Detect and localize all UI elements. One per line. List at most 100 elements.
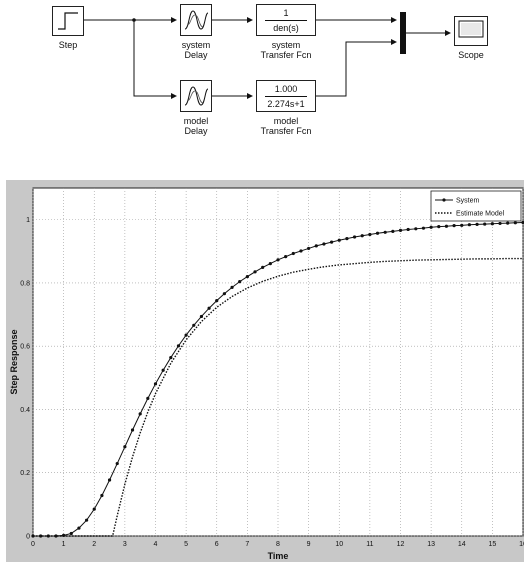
- system-marker: [69, 531, 73, 536]
- system-marker: [329, 240, 334, 244]
- simulink-block-diagram: Step system Delay 1 den(s) system Transf…: [0, 0, 528, 150]
- system-marker: [444, 224, 449, 228]
- legend-label: Estimate Model: [456, 211, 505, 218]
- x-tick-label: 12: [397, 541, 405, 548]
- system-marker: [192, 323, 196, 327]
- system-marker: [467, 223, 472, 227]
- system-marker: [398, 228, 403, 232]
- system-marker: [406, 227, 410, 232]
- system-marker: [421, 226, 426, 230]
- y-axis-label: Step Response: [9, 329, 19, 394]
- system-marker: [92, 507, 96, 511]
- system-marker: [230, 285, 234, 289]
- system-marker: [207, 306, 211, 310]
- system-delay-label: system Delay: [168, 40, 224, 60]
- model-tf-numerator: 1.000: [274, 84, 298, 94]
- system-marker: [375, 231, 380, 235]
- system-marker: [475, 222, 479, 226]
- system-marker: [215, 299, 219, 303]
- x-tick-label: 14: [458, 541, 466, 548]
- model-tf-label: model Transfer Fcn: [250, 116, 322, 136]
- model-tf-label-line2: Transfer Fcn: [260, 126, 312, 136]
- system-tf-fraction-bar: [265, 20, 307, 21]
- system-marker: [414, 227, 418, 231]
- x-tick-label: 3: [123, 541, 127, 548]
- y-tick-label: 0.6: [20, 344, 30, 351]
- scope-icon: [458, 20, 484, 38]
- system-marker: [268, 262, 272, 266]
- x-tick-label: 15: [488, 541, 496, 548]
- system-marker: [506, 221, 510, 225]
- system-marker: [284, 255, 288, 259]
- estimate-model-line: [33, 257, 523, 537]
- system-marker: [307, 246, 311, 251]
- x-tick-label: 16: [519, 541, 524, 548]
- x-tick-label: 1: [62, 541, 66, 548]
- x-tick-label: 10: [335, 541, 343, 548]
- model-delay-block[interactable]: [180, 80, 212, 112]
- system-tf-label-line2: Transfer Fcn: [260, 50, 312, 60]
- delay-icon: [184, 86, 209, 106]
- system-marker: [276, 258, 280, 262]
- system-marker: [521, 220, 524, 225]
- wire-to-model-delay: [133, 20, 177, 99]
- system-marker: [199, 314, 204, 319]
- x-tick-label: 7: [245, 541, 249, 548]
- system-delay-label-line2: Delay: [184, 50, 208, 60]
- system-delay-block[interactable]: [180, 4, 212, 36]
- wire-model-to-mux: [316, 39, 397, 97]
- system-tf-label: system Transfer Fcn: [250, 40, 322, 60]
- step-response-figure: 01234567891011121314151600.20.40.60.81Ti…: [6, 180, 524, 562]
- model-tf-block[interactable]: 1.000 2.274s+1: [256, 80, 316, 112]
- system-marker: [352, 235, 357, 239]
- scope-label: Scope: [458, 50, 484, 60]
- system-marker: [452, 224, 456, 228]
- x-tick-label: 11: [366, 541, 373, 548]
- system-marker: [391, 229, 395, 233]
- step-icon: [58, 12, 78, 30]
- model-tf-denominator: 2.274s+1: [267, 99, 305, 109]
- model-delay-label: model Delay: [168, 116, 224, 136]
- system-marker: [161, 368, 165, 372]
- system-marker: [146, 396, 150, 400]
- x-tick-label: 6: [215, 541, 219, 548]
- system-marker: [253, 270, 257, 274]
- system-marker: [138, 412, 142, 416]
- system-marker: [498, 221, 502, 226]
- system-marker: [291, 251, 295, 256]
- system-marker: [261, 265, 265, 270]
- diagram-wires: [84, 12, 451, 99]
- system-delay-label-line1: system: [181, 40, 211, 50]
- system-marker: [54, 534, 58, 538]
- system-marker: [100, 493, 104, 498]
- model-delay-label-line1: model: [183, 116, 209, 126]
- model-tf-fraction-bar: [265, 96, 307, 97]
- scope-block[interactable]: [454, 16, 488, 46]
- system-marker: [460, 223, 464, 227]
- system-marker: [429, 225, 433, 229]
- legend-label: System: [456, 198, 480, 205]
- x-tick-label: 9: [307, 541, 311, 548]
- system-marker: [245, 274, 249, 279]
- system-marker: [153, 382, 158, 386]
- system-marker: [169, 355, 173, 360]
- y-tick-label: 0.4: [20, 407, 30, 414]
- system-marker: [123, 445, 127, 449]
- step-block[interactable]: [52, 6, 84, 36]
- system-tf-block[interactable]: 1 den(s): [256, 4, 316, 36]
- model-delay-label-line2: Delay: [184, 126, 208, 136]
- system-tf-denominator: den(s): [273, 23, 299, 33]
- y-tick-label: 0.8: [20, 280, 30, 287]
- x-tick-label: 0: [31, 541, 35, 548]
- mux-block[interactable]: [400, 12, 406, 54]
- system-marker: [383, 230, 387, 234]
- system-marker: [115, 461, 119, 466]
- x-tick-label: 4: [154, 541, 158, 548]
- x-tick-label: 13: [427, 541, 435, 548]
- system-tf-numerator: 1: [283, 8, 289, 18]
- system-marker: [84, 518, 89, 522]
- system-marker: [368, 232, 372, 237]
- system-marker: [176, 344, 181, 348]
- model-tf-label-line1: model: [273, 116, 299, 126]
- system-marker: [490, 222, 494, 226]
